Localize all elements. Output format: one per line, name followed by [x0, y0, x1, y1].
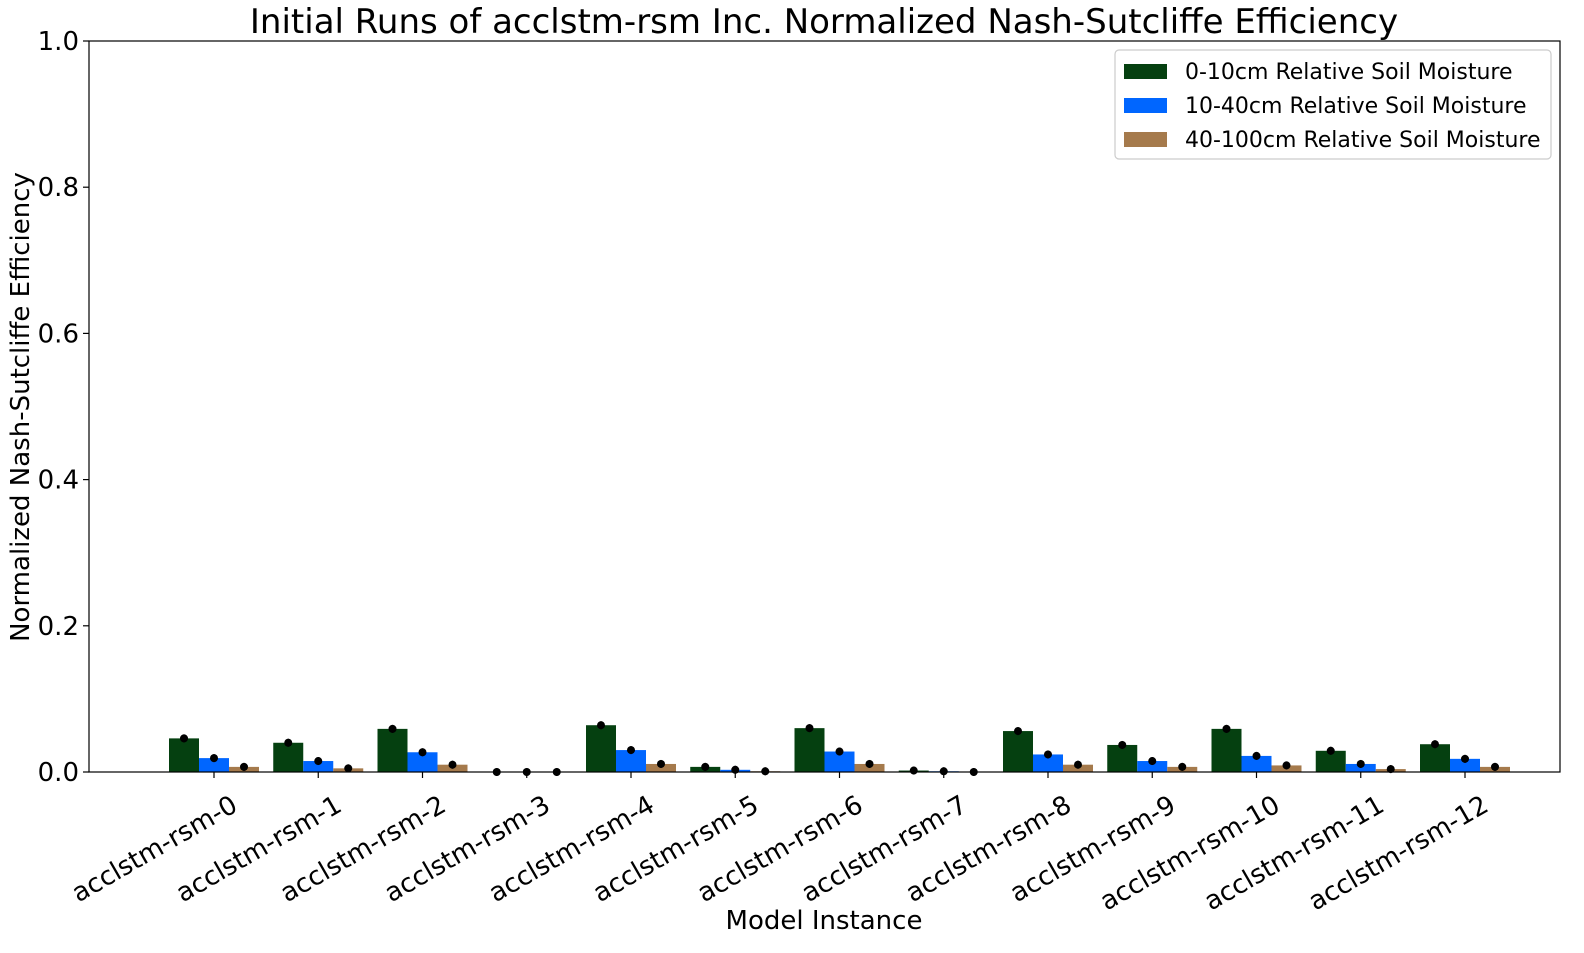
bar-series-1-8: [1033, 754, 1063, 772]
bar-series-1-1: [303, 761, 334, 772]
marker-series-0-12: [1431, 740, 1439, 749]
marker-series-0-2: [388, 724, 397, 733]
marker-series-2-12: [1491, 762, 1499, 771]
marker-series-1-2: [418, 748, 427, 757]
bar-series-2-6: [854, 763, 885, 772]
y-tick-label: 0.4: [38, 466, 79, 496]
marker-series-0-0: [180, 734, 188, 743]
bar-series-0-1: [273, 742, 304, 772]
marker-series-1-12: [1461, 754, 1469, 763]
bar-series-1-6: [824, 751, 855, 772]
bar-series-1-9: [1137, 761, 1168, 772]
legend-swatch-0: [1124, 64, 1167, 79]
marker-series-2-4: [657, 759, 665, 768]
x-axis-label: Model Instance: [726, 906, 923, 936]
marker-series-2-8: [1074, 760, 1082, 769]
marker-series-0-6: [805, 724, 814, 733]
marker-series-2-6: [865, 759, 874, 768]
marker-series-0-7: [909, 766, 918, 775]
marker-series-2-2: [448, 760, 457, 769]
marker-series-0-8: [1014, 727, 1022, 736]
bar-series-2-4: [646, 763, 676, 772]
marker-series-2-9: [1178, 762, 1187, 771]
y-tick-label: 0.8: [38, 173, 79, 203]
marker-series-1-8: [1044, 750, 1052, 759]
bar-series-1-2: [407, 752, 438, 772]
bar-series-0-8: [1003, 731, 1033, 772]
marker-series-0-4: [597, 721, 605, 730]
legend-label-2: 40-100cm Relative Soil Moisture: [1185, 128, 1540, 153]
marker-series-2-1: [344, 764, 353, 773]
marker-series-0-11: [1326, 746, 1335, 755]
bar-series-0-11: [1315, 750, 1346, 772]
marker-series-1-1: [314, 757, 323, 766]
legend-label-1: 10-40cm Relative Soil Moisture: [1185, 94, 1526, 119]
marker-series-1-4: [627, 746, 635, 755]
marker-series-0-10: [1222, 724, 1231, 733]
legend: 0-10cm Relative Soil Moisture 10-40cm Rel…: [1114, 49, 1552, 160]
plot-frame: [88, 40, 1561, 773]
bar-series-0-0: [169, 738, 199, 772]
y-tick-label: 1.0: [38, 27, 79, 57]
legend-label-0: 0-10cm Relative Soil Moisture: [1185, 60, 1513, 85]
bar-series-0-9: [1107, 744, 1138, 772]
bar-series-0-6: [794, 728, 825, 772]
marker-series-2-11: [1386, 765, 1395, 774]
bar-series-1-4: [616, 750, 646, 772]
y-tick-label: 0.2: [38, 612, 79, 642]
marker-series-0-9: [1118, 740, 1127, 749]
bar-series-0-2: [377, 728, 408, 772]
legend-swatch-1: [1124, 98, 1167, 113]
marker-series-2-0: [240, 762, 248, 771]
marker-series-1-9: [1148, 757, 1157, 766]
y-tick-label: 0.0: [38, 758, 79, 788]
legend-frame: [1114, 49, 1552, 160]
bar-series-1-11: [1345, 763, 1376, 772]
bar-series-0-4: [586, 725, 616, 772]
bar-series-0-12: [1420, 744, 1450, 772]
bar-series-1-10: [1241, 755, 1272, 772]
marker-series-1-11: [1356, 759, 1365, 768]
bar-series-1-0: [199, 758, 229, 772]
marker-series-0-1: [284, 738, 293, 747]
y-axis-label: Normalized Nash-Sutcliffe Efficiency: [6, 172, 36, 642]
marker-series-1-0: [210, 754, 218, 763]
bars-group: [169, 725, 1510, 772]
marker-series-1-7: [939, 767, 948, 776]
marker-series-2-5: [761, 767, 770, 776]
marker-series-1-6: [835, 747, 844, 756]
legend-swatch-2: [1124, 132, 1167, 147]
marker-series-2-10: [1282, 761, 1291, 770]
bar-series-1-12: [1450, 758, 1480, 772]
y-tick-label: 0.6: [38, 319, 79, 349]
chart-title: Initial Runs of acclstm-rsm Inc. Normali…: [250, 2, 1398, 42]
marker-series-0-5: [701, 762, 710, 771]
y-axis: 0.0 0.2 0.4 0.6 0.8 1.0: [38, 27, 89, 788]
bar-series-0-10: [1211, 728, 1242, 772]
marker-series-1-10: [1252, 751, 1261, 760]
